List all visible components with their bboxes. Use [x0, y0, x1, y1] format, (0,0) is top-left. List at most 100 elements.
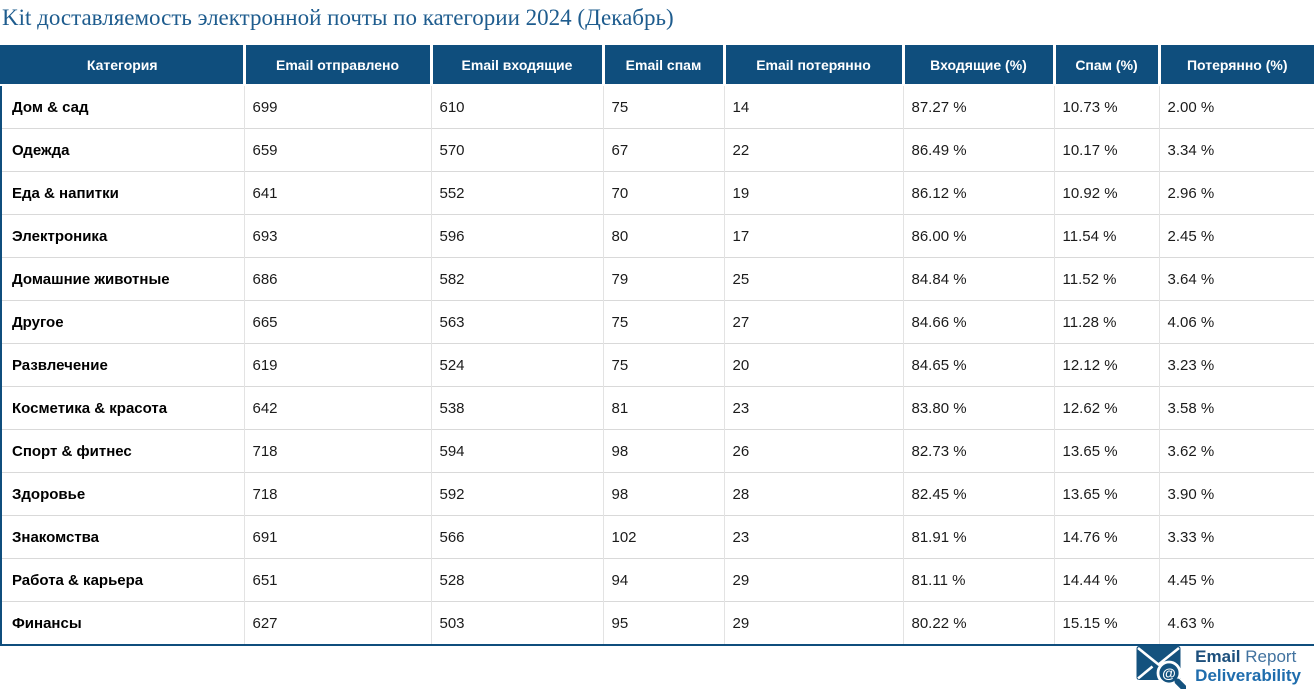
table-row: Электроника 693 596 80 17 86.00 % 11.54 % 2.45 … — [1, 214, 1314, 258]
category-cell: Работа & карьера — [1, 558, 244, 602]
table-row: Работа & карьера 651 528 94 29 81.11 % 14.44 %… — [1, 558, 1314, 602]
value-cell: 3.62 % — [1158, 429, 1314, 473]
value-cell: 79 — [602, 257, 724, 301]
value-cell: 627 — [243, 601, 431, 645]
logo-word-deliverability: Deliverability — [1195, 666, 1301, 685]
value-cell: 80.22 % — [902, 601, 1054, 645]
table-body: Дом & сад 699 610 75 14 87.27 % 10.73 % 2.00 % О… — [1, 84, 1314, 645]
value-cell: 22 — [723, 128, 903, 172]
value-cell: 19 — [723, 171, 903, 215]
value-cell: 15.15 % — [1053, 601, 1159, 645]
value-cell: 563 — [430, 300, 603, 344]
category-cell: Дом & сад — [1, 84, 244, 129]
category-cell: Косметика & красота — [1, 386, 244, 430]
column-header: Потерянно (%) — [1157, 45, 1314, 85]
footer: @ Email Report Deliverability — [1136, 645, 1301, 689]
value-cell: 596 — [430, 214, 603, 258]
value-cell: 592 — [430, 472, 603, 516]
value-cell: 4.45 % — [1158, 558, 1314, 602]
column-header: Спам (%) — [1052, 45, 1159, 85]
value-cell: 4.06 % — [1158, 300, 1314, 344]
value-cell: 80 — [602, 214, 724, 258]
value-cell: 26 — [723, 429, 903, 473]
value-cell: 582 — [430, 257, 603, 301]
value-cell: 70 — [602, 171, 724, 215]
value-cell: 4.63 % — [1158, 601, 1314, 645]
logo-word-report: Report — [1245, 647, 1297, 667]
value-cell: 619 — [243, 343, 431, 387]
value-cell: 81.11 % — [902, 558, 1054, 602]
category-cell: Знакомства — [1, 515, 244, 559]
value-cell: 2.00 % — [1158, 84, 1314, 129]
value-cell: 102 — [602, 515, 724, 559]
category-cell: Электроника — [1, 214, 244, 258]
column-header: Email потерянно — [722, 45, 903, 85]
value-cell: 17 — [723, 214, 903, 258]
value-cell: 86.00 % — [902, 214, 1054, 258]
column-header: Email входящие — [429, 45, 603, 85]
value-cell: 98 — [602, 429, 724, 473]
value-cell: 12.12 % — [1053, 343, 1159, 387]
value-cell: 75 — [602, 300, 724, 344]
category-cell: Финансы — [1, 601, 244, 645]
envelope-magnifier-at-icon: @ — [1136, 645, 1187, 689]
table-row: Развлечение 619 524 75 20 84.65 % 12.12 % 3.23 … — [1, 343, 1314, 387]
value-cell: 82.45 % — [902, 472, 1054, 516]
value-cell: 718 — [243, 472, 431, 516]
value-cell: 699 — [243, 84, 431, 129]
value-cell: 642 — [243, 386, 431, 430]
table-row: Одежда 659 570 67 22 86.49 % 10.17 % 3.34 % — [1, 128, 1314, 172]
value-cell: 665 — [243, 300, 431, 344]
value-cell: 686 — [243, 257, 431, 301]
value-cell: 651 — [243, 558, 431, 602]
value-cell: 11.28 % — [1053, 300, 1159, 344]
value-cell: 3.34 % — [1158, 128, 1314, 172]
value-cell: 75 — [602, 343, 724, 387]
value-cell: 524 — [430, 343, 603, 387]
column-header: Email спам — [601, 45, 724, 85]
logo-line-1: Email Report — [1195, 647, 1301, 667]
page-title: Kit доставляемость электронной почты по … — [2, 5, 674, 30]
value-cell: 13.65 % — [1053, 472, 1159, 516]
value-cell: 538 — [430, 386, 603, 430]
brand-logo-text: Email Report Deliverability — [1195, 647, 1301, 685]
column-header: Категория — [1, 45, 244, 85]
value-cell: 83.80 % — [902, 386, 1054, 430]
value-cell: 10.17 % — [1053, 128, 1159, 172]
logo-word-email: Email — [1195, 647, 1241, 667]
table-header-row: Категория Email отправлено Email входящие E… — [1, 45, 1314, 85]
value-cell: 95 — [602, 601, 724, 645]
value-cell: 11.54 % — [1053, 214, 1159, 258]
table-row: Еда & напитки 641 552 70 19 86.12 % 10.92 % 2.9… — [1, 171, 1314, 215]
value-cell: 10.73 % — [1053, 84, 1159, 129]
value-cell: 28 — [723, 472, 903, 516]
value-cell: 84.66 % — [902, 300, 1054, 344]
column-header: Email отправлено — [242, 45, 431, 85]
category-cell: Развлечение — [1, 343, 244, 387]
value-cell: 86.49 % — [902, 128, 1054, 172]
value-cell: 693 — [243, 214, 431, 258]
table-row: Дом & сад 699 610 75 14 87.27 % 10.73 % 2.00 % — [1, 84, 1314, 129]
deliverability-table: Категория Email отправлено Email входящие E… — [0, 45, 1314, 646]
value-cell: 82.73 % — [902, 429, 1054, 473]
table-row: Спорт & фитнес 718 594 98 26 82.73 % 13.65 % 3.… — [1, 429, 1314, 473]
value-cell: 98 — [602, 472, 724, 516]
value-cell: 84.84 % — [902, 257, 1054, 301]
value-cell: 594 — [430, 429, 603, 473]
value-cell: 552 — [430, 171, 603, 215]
value-cell: 20 — [723, 343, 903, 387]
value-cell: 3.64 % — [1158, 257, 1314, 301]
svg-text:@: @ — [1162, 665, 1176, 681]
value-cell: 641 — [243, 171, 431, 215]
category-cell: Спорт & фитнес — [1, 429, 244, 473]
value-cell: 25 — [723, 257, 903, 301]
value-cell: 3.58 % — [1158, 386, 1314, 430]
value-cell: 84.65 % — [902, 343, 1054, 387]
value-cell: 718 — [243, 429, 431, 473]
value-cell: 2.45 % — [1158, 214, 1314, 258]
table-row: Здоровье 718 592 98 28 82.45 % 13.65 % 3.90 % — [1, 472, 1314, 516]
value-cell: 3.90 % — [1158, 472, 1314, 516]
table-row: Знакомства 691 566 102 23 81.91 % 14.76 % 3.33 … — [1, 515, 1314, 559]
value-cell: 29 — [723, 558, 903, 602]
